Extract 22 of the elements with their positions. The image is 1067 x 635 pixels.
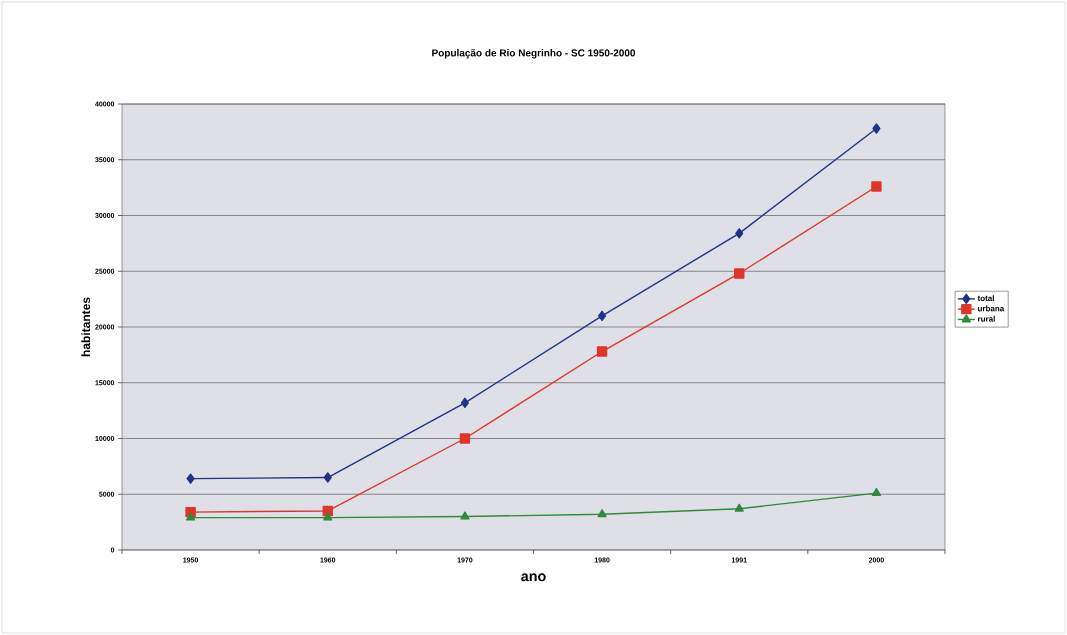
point (734, 268, 745, 279)
point (460, 397, 469, 409)
point (872, 123, 881, 134)
point (460, 511, 470, 520)
point (735, 228, 744, 239)
point (871, 487, 882, 497)
point (185, 512, 196, 521)
point (596, 346, 608, 357)
point (323, 512, 333, 521)
legend-label: urbana (978, 305, 1005, 312)
point (734, 503, 744, 512)
point (871, 181, 882, 192)
chart-title: População de Rio Negrinho - SC 1950-2000 (432, 49, 636, 59)
x-axis-title: ano (521, 573, 546, 582)
point (597, 509, 607, 518)
legend-label: total (977, 295, 994, 302)
point (459, 433, 471, 444)
point (598, 310, 607, 322)
point (323, 472, 332, 483)
point (186, 473, 195, 484)
legend-label: rural (978, 315, 995, 322)
y-axis-title: habitantes (81, 297, 91, 357)
